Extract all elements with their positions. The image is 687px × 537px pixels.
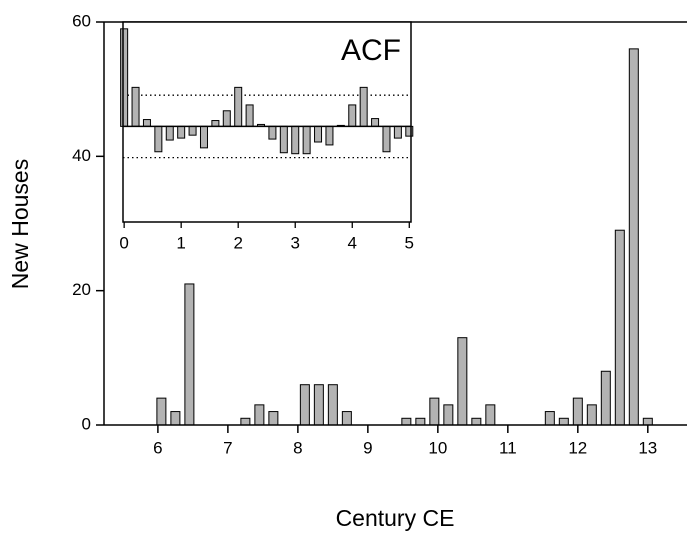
bar — [177, 125, 186, 139]
y-tick-label: 60 — [72, 11, 91, 30]
bar — [142, 119, 151, 127]
bar — [341, 411, 352, 426]
x-tick-label: 9 — [363, 438, 372, 457]
bar — [614, 229, 625, 426]
x-tick-label: 6 — [153, 438, 162, 457]
bar — [371, 118, 380, 127]
x-tick-label: 11 — [499, 438, 517, 457]
bar — [234, 86, 243, 127]
inset-x-tick-label: 1 — [176, 233, 185, 252]
bar — [165, 125, 174, 141]
bar — [327, 384, 338, 426]
bar — [313, 384, 324, 426]
bar — [222, 110, 231, 127]
bar — [131, 86, 140, 127]
bar — [184, 283, 195, 426]
y-tick-label: 40 — [72, 146, 91, 165]
bar — [443, 404, 454, 426]
inset-x-tick-label: 4 — [348, 233, 357, 252]
bar — [544, 411, 555, 426]
x-tick-label: 10 — [428, 438, 447, 457]
inset-x-tick-label: 3 — [290, 233, 299, 252]
bar — [268, 125, 277, 140]
bar — [558, 417, 569, 426]
inset-x-tick-label: 5 — [405, 233, 414, 252]
bar — [199, 125, 208, 149]
bar — [457, 337, 468, 426]
x-tick-label: 8 — [293, 438, 302, 457]
bar — [279, 125, 288, 154]
bar — [245, 104, 254, 127]
bar — [415, 417, 426, 426]
bar — [600, 370, 611, 426]
inset-frame — [122, 21, 412, 223]
bar — [348, 104, 357, 127]
bar — [382, 125, 391, 153]
bar — [642, 417, 653, 426]
bar — [170, 411, 181, 426]
bar — [393, 125, 402, 139]
bar — [401, 417, 412, 426]
x-tick-label: 7 — [223, 438, 232, 457]
x-tick-label: 12 — [568, 438, 587, 457]
bar — [628, 48, 639, 426]
bar — [471, 417, 482, 426]
bar — [302, 125, 311, 155]
bar — [314, 125, 323, 143]
y-tick-label: 20 — [72, 280, 91, 299]
bar — [586, 404, 597, 426]
bar — [268, 411, 279, 426]
inset-x-tick-label: 0 — [119, 233, 128, 252]
bar — [188, 125, 197, 136]
bar — [291, 125, 300, 155]
y-axis-title: New Houses — [7, 159, 33, 289]
bar — [359, 86, 368, 127]
bar — [485, 404, 496, 426]
bar — [154, 125, 163, 153]
y-tick-label: 0 — [82, 414, 91, 433]
bar — [120, 28, 129, 127]
bar — [240, 417, 251, 426]
bar — [299, 384, 310, 426]
inset-title: ACF — [341, 34, 401, 67]
x-axis-title: Century CE — [336, 505, 455, 531]
bar — [572, 397, 583, 426]
bar — [429, 397, 440, 426]
inset-x-tick-label: 2 — [233, 233, 242, 252]
bar — [156, 397, 167, 426]
bar — [254, 404, 265, 426]
x-tick-label: 13 — [638, 438, 657, 457]
bar — [325, 125, 334, 146]
bar — [211, 120, 220, 127]
